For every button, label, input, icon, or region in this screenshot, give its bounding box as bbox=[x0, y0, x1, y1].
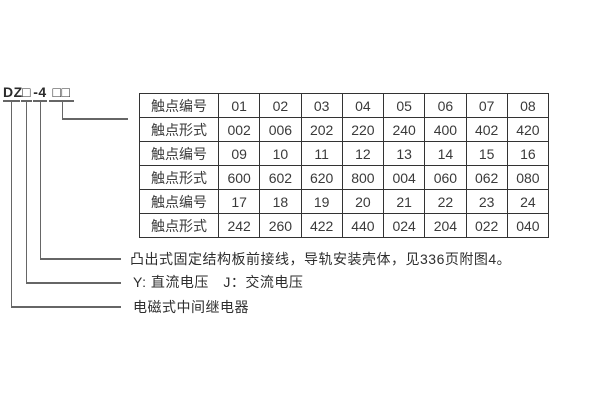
value-cell: 062 bbox=[465, 165, 508, 190]
value-cell: 440 bbox=[341, 213, 385, 238]
value-cell: 17 bbox=[217, 189, 261, 214]
value-cell: 060 bbox=[424, 165, 467, 190]
value-cell: 12 bbox=[341, 141, 385, 166]
value-cell: 21 bbox=[382, 189, 426, 214]
row-label-cell: 触点形式 bbox=[139, 213, 219, 238]
value-cell: 05 bbox=[382, 93, 426, 118]
row-label-cell: 触点形式 bbox=[139, 117, 219, 142]
connector-line-structure-vertical bbox=[39, 101, 41, 258]
value-cell: 01 bbox=[217, 93, 261, 118]
row-label-cell: 触点编号 bbox=[139, 93, 219, 118]
legend-structure-text: 凸出式固定结构板前接线，导轨安装壳体，见336页附图4。 bbox=[130, 251, 512, 267]
value-cell: 400 bbox=[424, 117, 467, 142]
value-cell: 022 bbox=[465, 213, 508, 238]
connector-line-structure-horizontal bbox=[39, 258, 121, 260]
table-row: 触点形式 600 602 620 800 004 060 062 080 bbox=[139, 165, 550, 190]
value-cell: 20 bbox=[341, 189, 385, 214]
value-cell: 242 bbox=[217, 213, 261, 238]
value-cell: 422 bbox=[300, 213, 343, 238]
value-cell: 202 bbox=[300, 117, 343, 142]
value-cell: 004 bbox=[382, 165, 426, 190]
connector-line-voltage-vertical bbox=[25, 101, 27, 282]
contact-table-body: 触点编号 01 02 03 04 05 06 07 08 触点形式 002 006 202 220 240 4… bbox=[139, 93, 550, 238]
value-cell: 23 bbox=[465, 189, 508, 214]
value-cell: 16 bbox=[506, 141, 550, 166]
value-cell: 800 bbox=[341, 165, 385, 190]
value-cell: 18 bbox=[259, 189, 302, 214]
connector-line-relay-vertical bbox=[10, 101, 12, 306]
contact-table: 触点编号 01 02 03 04 05 06 07 08 触点形式 002 006 202 220 240 4… bbox=[139, 93, 550, 238]
connector-line-contact-horizontal bbox=[61, 118, 128, 120]
connector-line-relay-horizontal bbox=[10, 306, 121, 308]
table-row: 触点编号 09 10 11 12 13 14 15 16 bbox=[139, 141, 550, 166]
value-cell: 03 bbox=[300, 93, 343, 118]
value-cell: 600 bbox=[217, 165, 261, 190]
value-cell: 024 bbox=[382, 213, 426, 238]
row-label-cell: 触点编号 bbox=[139, 141, 219, 166]
legend-voltage-text: Y: 直流电压 J：交流电压 bbox=[133, 274, 304, 290]
value-cell: 002 bbox=[217, 117, 261, 142]
value-cell: 08 bbox=[506, 93, 550, 118]
value-cell: 09 bbox=[217, 141, 261, 166]
legend-relay-text: 电磁式中间继电器 bbox=[133, 299, 249, 315]
value-cell: 620 bbox=[300, 165, 343, 190]
table-row: 触点形式 242 260 422 440 024 204 022 040 bbox=[139, 213, 550, 238]
connector-line-voltage-horizontal bbox=[25, 282, 121, 284]
model-segment-frame: -4 bbox=[33, 84, 47, 102]
value-cell: 402 bbox=[465, 117, 508, 142]
value-cell: 07 bbox=[465, 93, 508, 118]
value-cell: 260 bbox=[259, 213, 302, 238]
model-segment-voltage-box: □ bbox=[21, 84, 32, 102]
value-cell: 080 bbox=[506, 165, 550, 190]
value-cell: 22 bbox=[424, 189, 467, 214]
value-cell: 420 bbox=[506, 117, 550, 142]
value-cell: 02 bbox=[259, 93, 302, 118]
value-cell: 11 bbox=[300, 141, 343, 166]
value-cell: 204 bbox=[424, 213, 467, 238]
model-segment-contact-box: □□ bbox=[49, 85, 74, 102]
value-cell: 240 bbox=[382, 117, 426, 142]
value-cell: 220 bbox=[341, 117, 385, 142]
value-cell: 14 bbox=[424, 141, 467, 166]
row-label-cell: 触点编号 bbox=[139, 189, 219, 214]
value-cell: 04 bbox=[341, 93, 385, 118]
value-cell: 13 bbox=[382, 141, 426, 166]
value-cell: 15 bbox=[465, 141, 508, 166]
value-cell: 006 bbox=[259, 117, 302, 142]
value-cell: 24 bbox=[506, 189, 550, 214]
value-cell: 602 bbox=[259, 165, 302, 190]
table-row: 触点形式 002 006 202 220 240 400 402 420 bbox=[139, 117, 550, 142]
value-cell: 10 bbox=[259, 141, 302, 166]
connector-line-contact-vertical bbox=[61, 101, 63, 118]
row-label-cell: 触点形式 bbox=[139, 165, 219, 190]
table-row: 触点编号 17 18 19 20 21 22 23 24 bbox=[139, 189, 550, 214]
value-cell: 040 bbox=[506, 213, 550, 238]
value-cell: 19 bbox=[300, 189, 343, 214]
model-segment-series: DZ bbox=[3, 84, 23, 102]
value-cell: 06 bbox=[424, 93, 467, 118]
table-row: 触点编号 01 02 03 04 05 06 07 08 bbox=[139, 93, 550, 118]
